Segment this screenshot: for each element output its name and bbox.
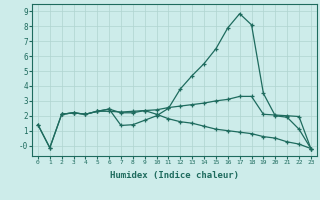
- X-axis label: Humidex (Indice chaleur): Humidex (Indice chaleur): [110, 171, 239, 180]
